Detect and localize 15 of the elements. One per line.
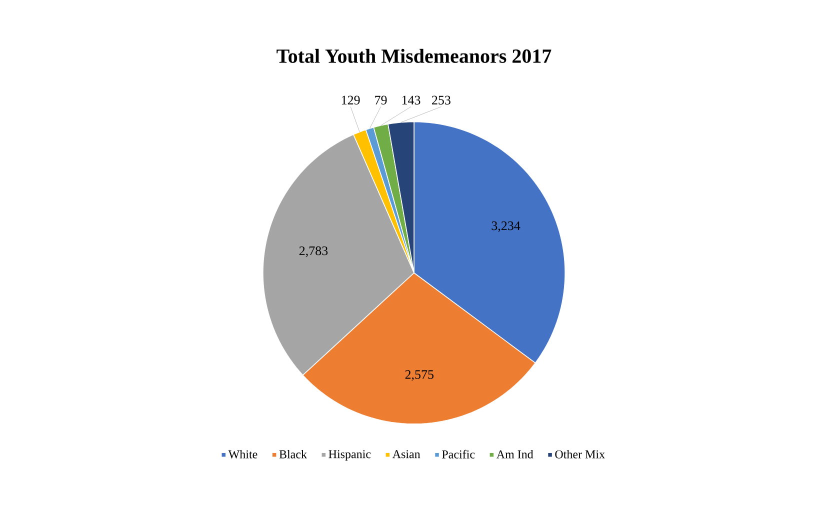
- data-label: 79: [375, 96, 387, 105]
- data-label: 2,783: [299, 246, 328, 258]
- chart-title: Total Youth Misdemeanors 2017: [276, 48, 552, 63]
- legend-label: Hispanic: [328, 450, 371, 461]
- legend-label: White: [228, 450, 258, 458]
- legend-label: Other Mix: [555, 450, 605, 458]
- data-label: 3,234: [492, 221, 520, 232]
- data-label: 129: [342, 96, 360, 105]
- data-label: 253: [432, 96, 450, 105]
- legend-label: Am Ind: [496, 450, 534, 458]
- legend-label: Pacific: [442, 450, 475, 458]
- data-label: 2,575: [405, 370, 434, 381]
- data-label: 143: [402, 96, 420, 105]
- legend-label: Asian: [392, 450, 420, 458]
- legend-label: Black: [279, 450, 307, 458]
